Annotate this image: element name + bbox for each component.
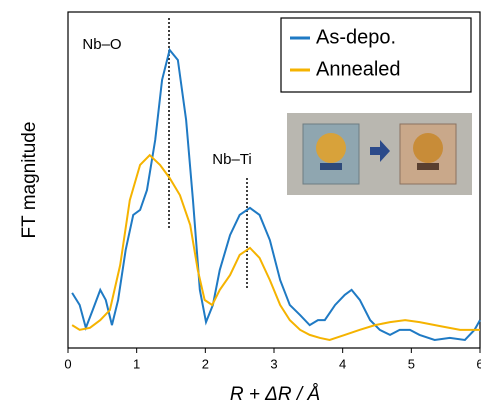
- legend: As-depo. Annealed: [290, 26, 401, 80]
- x-tick-label: 4: [339, 356, 346, 371]
- y-axis-label: FT magnitude: [19, 122, 40, 239]
- inset-photo: [287, 113, 472, 195]
- legend-box: [280, 17, 472, 93]
- series-line: [71, 47, 481, 341]
- logo: [413, 133, 443, 163]
- annotation: Nb–O: [82, 36, 121, 53]
- x-tick-label: 2: [202, 356, 209, 371]
- x-tick-label: 5: [408, 356, 415, 371]
- legend-label: As-depo.: [316, 26, 396, 48]
- logo: [316, 133, 346, 163]
- x-tick-label: 6: [476, 356, 481, 371]
- x-tick-label: 1: [133, 356, 140, 371]
- legend-label: Annealed: [316, 58, 401, 80]
- curves: [71, 47, 481, 341]
- arrow: [370, 140, 390, 162]
- x-axis-label: R + ΔR / Å: [230, 384, 320, 405]
- x-tick-label: 0: [64, 356, 71, 371]
- logo-text: [417, 163, 439, 170]
- series-line: [71, 153, 480, 341]
- x-tick-label: 3: [270, 356, 277, 371]
- logo-text: [320, 163, 342, 170]
- annotation: Nb–Ti: [212, 151, 251, 168]
